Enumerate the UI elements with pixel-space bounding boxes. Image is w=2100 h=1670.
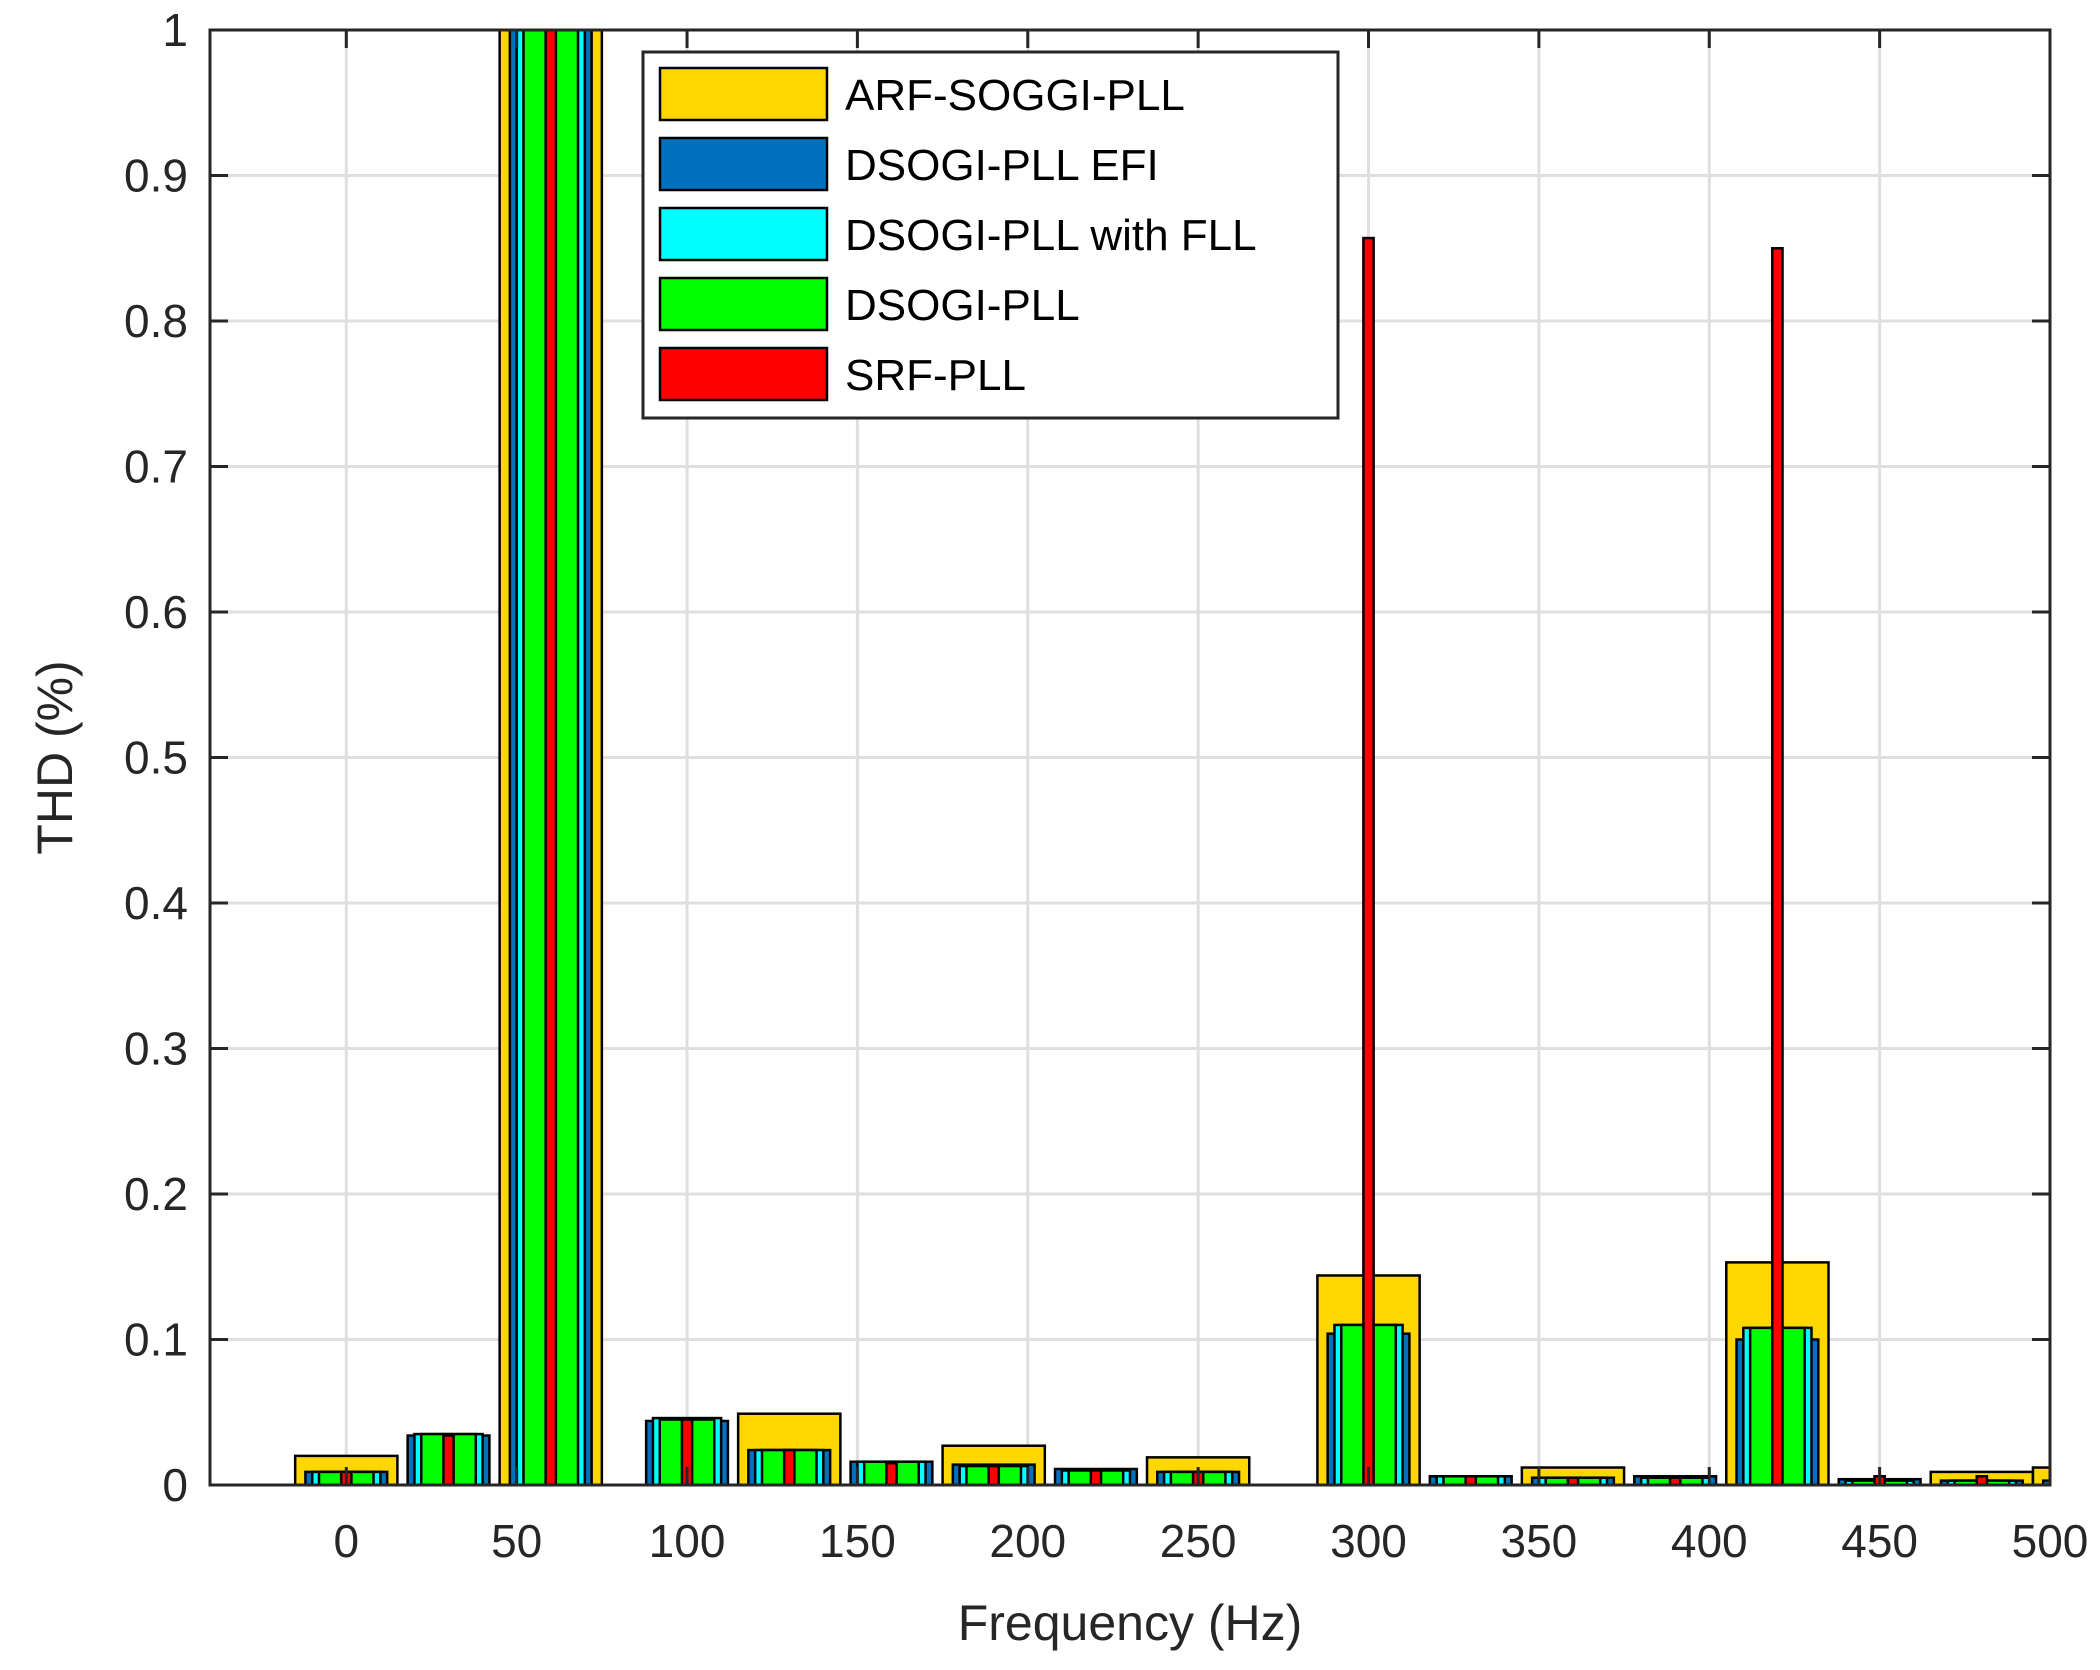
x-tick-label-7: 350 [1501, 1515, 1578, 1567]
bar-series-4-cat-5 [885, 1461, 898, 1487]
bar-series-4-cat-13 [1771, 247, 1784, 1487]
bar-series-4-cat-4 [782, 1448, 796, 1487]
axis-ticks: 0 50 100 150 200 250 300 350 400 450 500 0 0.1 0.2 0.3… [124, 4, 2088, 1567]
legend-swatch-4 [658, 346, 829, 402]
bar-series-4-cat-9 [1362, 236, 1375, 1487]
y-tick-label-7: 0.7 [124, 441, 188, 493]
legend-swatch-3 [658, 276, 829, 332]
bar-series-4-cat-1 [442, 1434, 455, 1487]
y-tick-label-9: 0.9 [124, 150, 188, 202]
y-tick-label-3: 0.3 [124, 1023, 188, 1075]
y-tick-label-8: 0.8 [124, 295, 188, 347]
legend-label-2: DSOGI-PLL with FLL [845, 211, 1257, 260]
y-tick-label-0: 0 [162, 1459, 188, 1511]
x-tick-label-9: 450 [1841, 1515, 1918, 1567]
x-tick-label-5: 250 [1160, 1515, 1237, 1567]
x-tick-label-3: 150 [819, 1515, 896, 1567]
x-tick-label-1: 50 [491, 1515, 542, 1567]
x-axis-title: Frequency (Hz) [958, 1595, 1303, 1651]
y-tick-label-6: 0.6 [124, 586, 188, 638]
legend-swatch-2 [658, 206, 829, 262]
legend-swatch-1 [658, 136, 829, 192]
y-tick-label-10: 1 [162, 4, 188, 56]
bar-series-4-cat-6 [987, 1464, 1001, 1487]
legend-swatch-0 [658, 66, 829, 122]
legend-label-0: ARF-SOGGI-PLL [845, 71, 1185, 120]
legend-label-3: DSOGI-PLL [845, 281, 1080, 330]
x-tick-label-10: 500 [2012, 1515, 2089, 1567]
y-tick-label-2: 0.2 [124, 1168, 188, 1220]
x-tick-label-2: 100 [649, 1515, 726, 1567]
y-tick-label-4: 0.4 [124, 877, 188, 929]
x-tick-label-8: 400 [1671, 1515, 1748, 1567]
legend-label-4: SRF-PLL [845, 351, 1026, 400]
y-tick-label-1: 0.1 [124, 1314, 188, 1366]
bar-series-4-cat-2 [544, 28, 558, 1487]
x-tick-label-4: 200 [989, 1515, 1066, 1567]
bar-series-4-cat-7 [1089, 1469, 1103, 1487]
y-axis-title: THD (%) [27, 660, 83, 854]
legend-label-1: DSOGI-PLL EFI [845, 141, 1159, 190]
x-tick-label-0: 0 [333, 1515, 359, 1567]
x-tick-label-6: 300 [1330, 1515, 1407, 1567]
y-tick-label-5: 0.5 [124, 732, 188, 784]
legend: ARF-SOGGI-PLL DSOGI-PLL EFI DSOGI-PLL with… [641, 50, 1340, 420]
